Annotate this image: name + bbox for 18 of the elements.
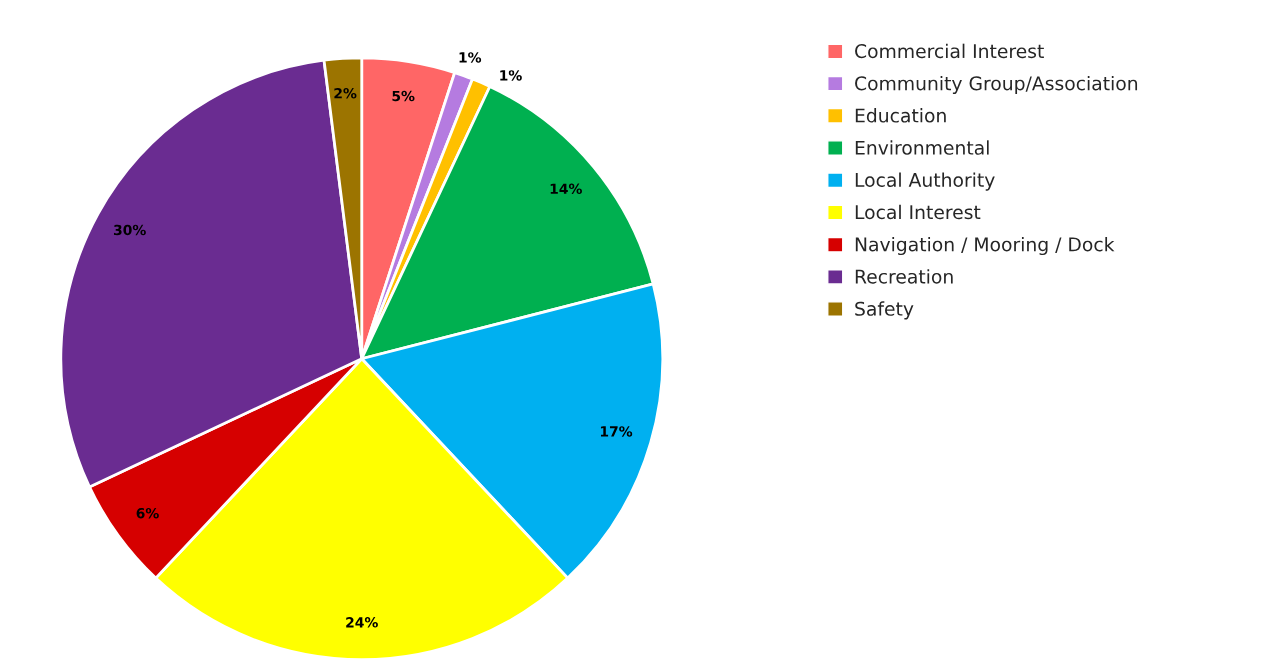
legend-label: Community Group/Association	[855, 75, 1138, 95]
legend-label: Recreation	[855, 269, 953, 284]
data-label: 6%	[136, 507, 159, 519]
legend-label: Education	[855, 108, 946, 123]
legend-label: Commercial Interest	[855, 43, 1044, 59]
legend-label: Navigation / Mooring / Dock	[855, 236, 1115, 256]
data-label: 5%	[392, 90, 415, 102]
data-label: 14%	[550, 183, 582, 194]
legend-label: Local Authority	[855, 172, 995, 191]
data-label: 2%	[334, 88, 357, 99]
data-label: 1%	[500, 70, 522, 81]
legend-label: Local Interest	[855, 204, 981, 220]
data-label: 30%	[113, 224, 146, 236]
legend-label: Environmental	[855, 140, 989, 155]
data-label: 17%	[600, 426, 633, 437]
legend-label: Safety	[855, 301, 914, 320]
data-label: 1%	[459, 52, 482, 63]
data-label: 24%	[346, 617, 378, 628]
